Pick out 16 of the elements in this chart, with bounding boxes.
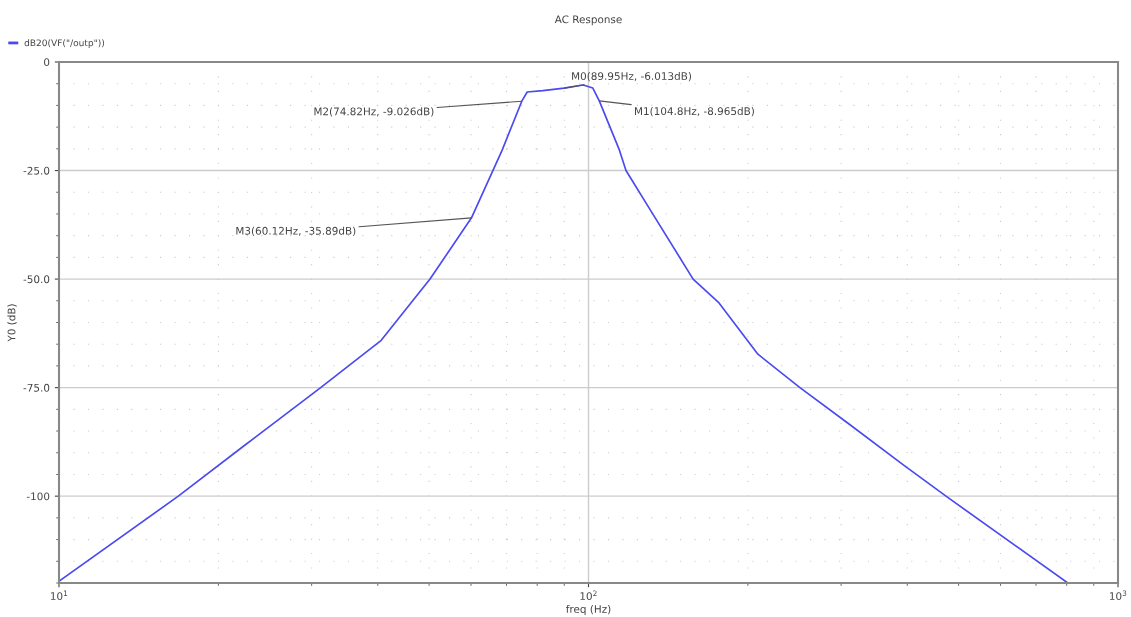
annotation: M2(74.82Hz, -9.026dB)	[314, 107, 434, 117]
legend-label: dB20(VF("/outp"))	[24, 39, 105, 48]
x-tick-label: 10$^{2}$	[580, 590, 597, 601]
y-tick-label: -50.0	[23, 275, 50, 284]
y-tick-label: -75.0	[23, 383, 50, 392]
chart-title: AC Response	[554, 15, 622, 26]
annotation: M3(60.12Hz, -35.89dB)	[236, 226, 356, 236]
x-tick-label: 10$^{3}$	[1109, 590, 1127, 601]
annotation: M0(89.95Hz, -6.013dB)	[572, 71, 692, 82]
y-axis-title: Y0 (dB)	[7, 304, 17, 342]
annotation: M1(104.8Hz, -8.965dB)	[635, 106, 754, 117]
x-axis-title: freq (Hz)	[566, 604, 611, 615]
y-tick-label: 0	[44, 58, 50, 67]
x-tick-label: 10$^{1}$	[50, 590, 68, 601]
y-tick-label: -100	[26, 492, 50, 501]
y-tick-label: -25.0	[23, 166, 50, 175]
